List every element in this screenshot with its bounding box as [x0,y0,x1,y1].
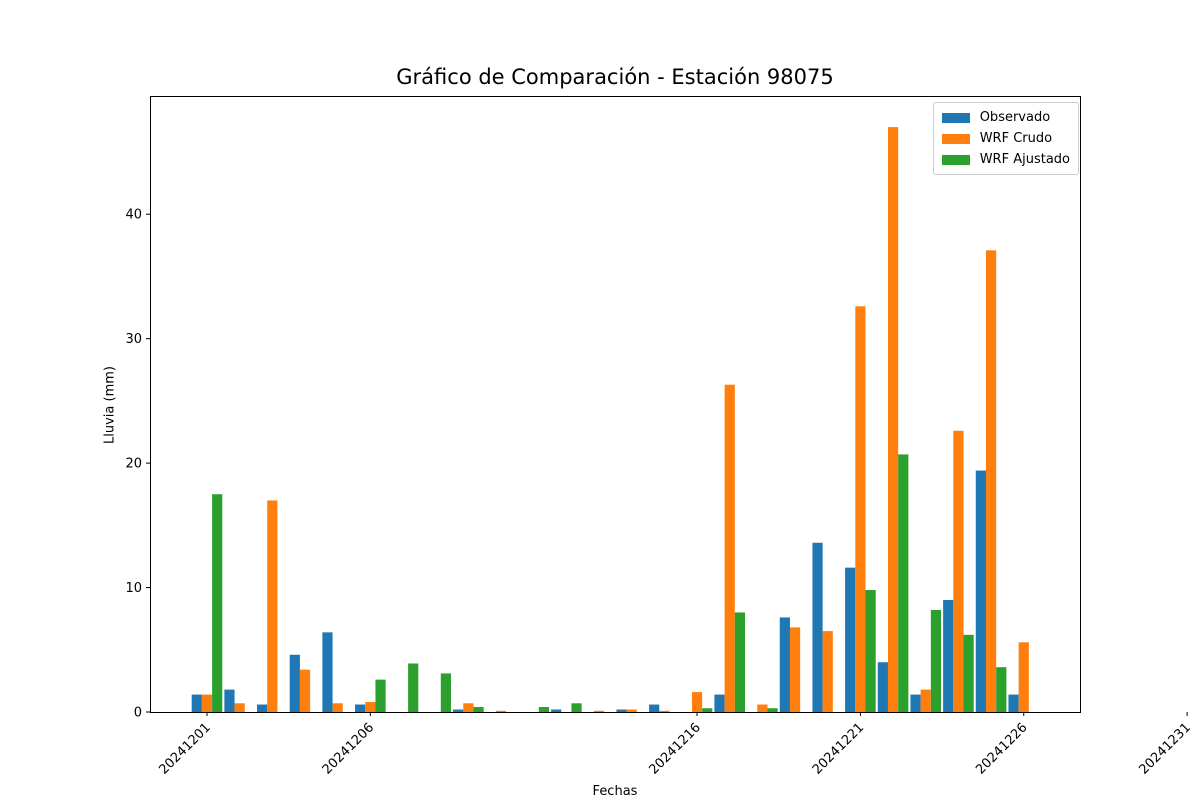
legend-swatch [941,154,970,165]
bar-observado [616,709,627,712]
bar-wrf-crudo [267,500,278,712]
bar-observado [224,689,235,712]
bar-wrf-crudo [593,710,605,712]
y-tick-label: 20 [125,457,142,472]
legend-item-observado: Observado [941,107,1070,128]
x-tick-label: 20241226 [973,720,1030,777]
bar-observado [779,617,790,712]
x-tick-label: 20241231 [1137,720,1194,777]
bar-wrf-ajustado [440,673,451,712]
plot-frame [150,96,1081,713]
bar-observado [453,709,464,712]
bar-wrf-ajustado [375,679,386,712]
bar-wrf-crudo [495,710,507,712]
bar-observado [975,470,986,712]
legend-item-wrf-ajustado: WRF Ajustado [941,149,1070,170]
bar-wrf-crudo [855,306,866,712]
bar-wrf-crudo [822,631,833,712]
bar-observado [289,654,300,712]
bar-observado [322,632,333,712]
bar-observado [1008,694,1019,712]
bar-wrf-crudo [201,694,213,712]
bar-wrf-crudo [626,709,637,712]
bar-wrf-crudo [463,703,474,712]
bar-observado [191,694,202,712]
bar-wrf-crudo [234,703,245,712]
bar-observado [845,567,856,712]
bar-wrf-ajustado [963,634,974,712]
bar-wrf-ajustado [702,708,713,712]
x-tick-label: 20241206 [320,720,377,777]
bar-wrf-ajustado [473,707,484,712]
bar-wrf-ajustado [996,667,1007,712]
y-tick-label: 0 [134,706,142,721]
legend-item-wrf-crudo: WRF Crudo [941,128,1070,149]
bar-wrf-crudo [724,384,735,712]
bar-wrf-ajustado [930,609,942,712]
bar-observado [910,694,921,712]
chart-title: Gráfico de Comparación - Estación 98075 [396,65,834,89]
bar-wrf-crudo [332,703,343,712]
bar-wrf-crudo [365,702,376,712]
bar-wrf-crudo [985,250,997,712]
x-tick-label: 20241216 [646,720,703,777]
bar-wrf-crudo [1018,642,1029,712]
y-axis: 0 10 20 30 40 [125,208,150,721]
legend-label: WRF Ajustado [979,152,1070,167]
bar-observado [714,694,725,712]
bar-observado [551,709,562,712]
bar-wrf-ajustado [212,494,223,712]
bar-wrf-ajustado [898,454,909,712]
x-axis-label: Fechas [592,784,638,799]
bar-wrf-ajustado [571,703,582,712]
y-tick-label: 40 [125,208,142,223]
y-axis-label: Lluvia (mm) [102,366,118,444]
bar-wrf-crudo [953,430,964,712]
legend: Observado WRF Crudo WRF Ajustado [932,102,1079,175]
bar-wrf-ajustado [408,663,419,712]
bar-wrf-ajustado [767,708,778,712]
bar-observado [355,704,366,712]
x-tick-label: 20241201 [156,720,213,777]
legend-label: WRF Crudo [979,131,1053,146]
bar-observado [877,662,888,712]
y-tick-label: 10 [125,581,142,596]
bar-wrf-crudo [299,669,311,712]
bar-wrf-ajustado [865,590,876,712]
bar-wrf-crudo [887,127,899,713]
legend-label: Observado [979,110,1051,125]
x-tick-label: 20241221 [810,720,867,777]
x-axis: 20241201 20241206 20241216 20241221 20241226… [156,712,1194,778]
bar-observado [649,704,660,712]
bar-observado [812,542,823,712]
bar-wrf-ajustado [734,612,746,712]
bar-wrf-crudo [789,627,801,712]
bar-wrf-ajustado [538,707,549,712]
bar-wrf-crudo [757,704,768,712]
bars-group [191,127,1029,713]
bar-wrf-crudo [659,710,670,712]
y-tick-label: 30 [125,332,142,347]
bar-observado [943,600,954,712]
bar-observado [257,704,268,712]
legend-swatch [941,112,970,123]
bar-wrf-crudo [920,689,931,712]
legend-swatch [941,133,970,144]
bar-wrf-crudo [691,692,703,712]
